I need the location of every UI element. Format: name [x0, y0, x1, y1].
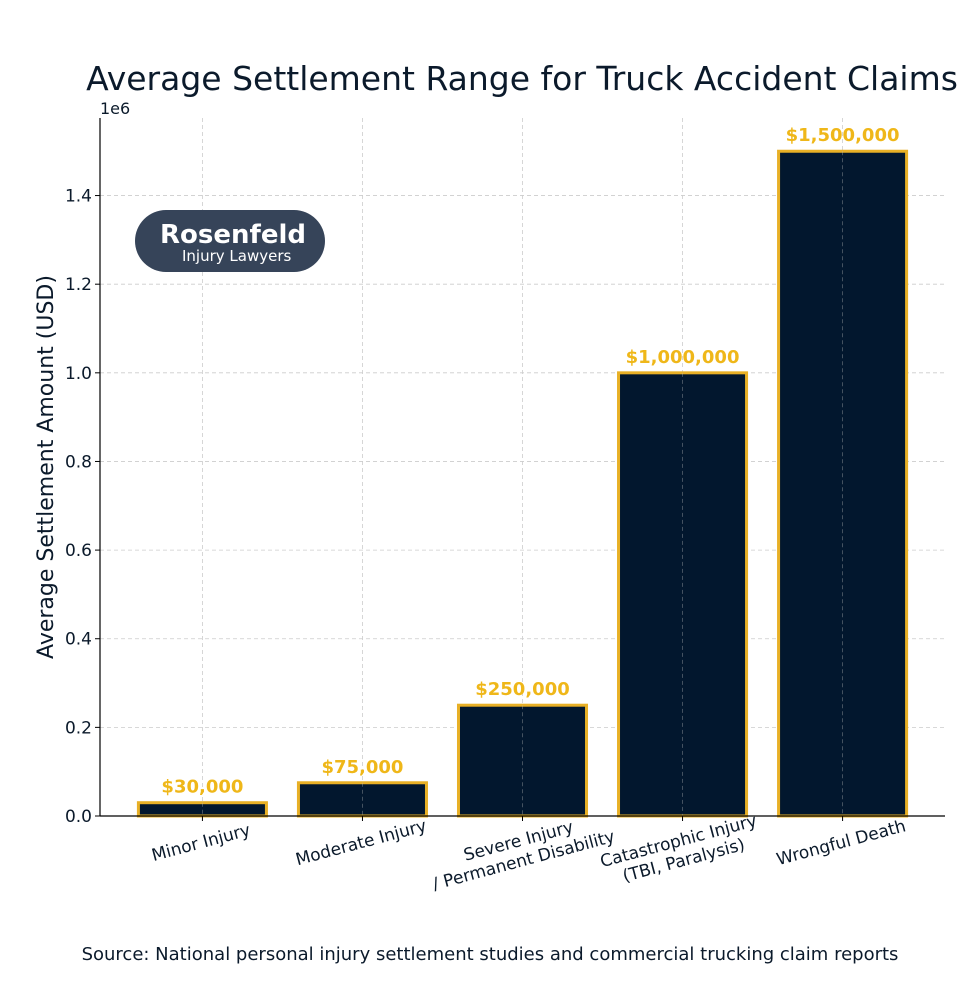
bars: $30,000 $75,000 $250,000 $1,000,000 $1,500,0… — [136, 125, 909, 818]
logo-line2: Injury Lawyers — [182, 247, 292, 265]
x-tick-label-line: Wrongful Death — [774, 816, 908, 870]
source-note: Source: National personal injury settlem… — [82, 944, 899, 965]
y-ticks: 0.0 0.2 0.4 0.6 0.8 1.0 1.2 1.4 — [65, 187, 100, 827]
data-label: $250,000 — [475, 679, 570, 700]
x-tick-label: Catastrophic Injury(TBI, Paralysis) — [598, 811, 764, 891]
x-tick-label-line: Minor Injury — [150, 820, 253, 866]
rosenfeld-logo: Rosenfeld Injury Lawyers — [135, 210, 325, 272]
y-tick-label: 1.0 — [65, 364, 92, 384]
data-label: $30,000 — [161, 777, 243, 798]
x-tick-label: Moderate Injury — [294, 816, 429, 870]
x-tick-label: Minor Injury — [150, 820, 253, 866]
y-tick-label: 0.4 — [65, 630, 92, 650]
y-tick-label: 0.2 — [65, 718, 92, 738]
x-tick-label-line: Moderate Injury — [294, 816, 429, 870]
y-tick-label: 1.4 — [65, 187, 92, 207]
data-label: $75,000 — [321, 757, 403, 778]
x-tick-label: Wrongful Death — [774, 816, 908, 870]
data-label: $1,000,000 — [626, 347, 740, 368]
y-axis-label: Average Settlement Amount (USD) — [34, 275, 59, 659]
chart-title: Average Settlement Range for Truck Accid… — [86, 59, 958, 98]
x-ticks: Minor Injury Moderate Injury Severe Injury… — [150, 808, 908, 895]
data-label: $1,500,000 — [786, 125, 900, 146]
y-tick-label: 0.0 — [65, 807, 92, 827]
x-tick-label: Severe Injury/ Permanent Disability — [425, 808, 617, 895]
y-tick-label: 1.2 — [65, 275, 92, 295]
y-tick-label: 0.6 — [65, 541, 92, 561]
y-tick-label: 0.8 — [65, 452, 92, 472]
logo-line1: Rosenfeld — [160, 220, 306, 250]
y-offset-label: 1e6 — [100, 99, 130, 118]
